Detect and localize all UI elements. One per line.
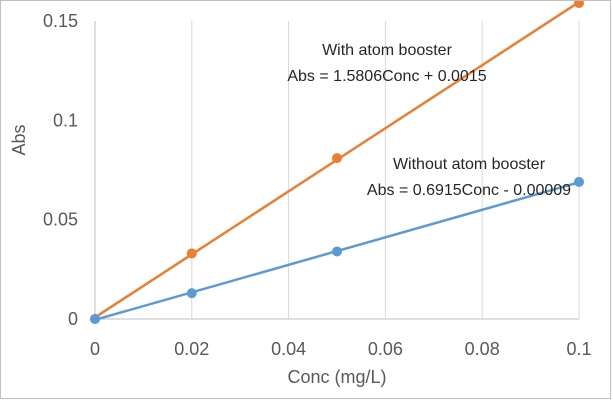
data-point [574, 1, 584, 9]
x-tick-label: 0.06 [368, 339, 403, 359]
axes [94, 21, 579, 320]
y-tick-label: 0.1 [53, 110, 78, 130]
series-1 [90, 176, 584, 324]
data-point [574, 176, 584, 187]
y-tick-label: 0.15 [43, 11, 78, 31]
series-group [90, 1, 584, 324]
y-tick-label: 0.05 [43, 210, 78, 230]
data-point [332, 153, 342, 164]
x-axis-title: Conc (mg/L) [287, 367, 386, 387]
data-point [332, 246, 342, 257]
y-axis-title: Abs [9, 124, 29, 155]
data-point [186, 288, 197, 299]
tick-labels: 0 0.02 0.04 0.06 0.08 0.1 0 0.05 0.1 0.15 [43, 11, 592, 359]
x-tick-label: 0.08 [465, 339, 500, 359]
x-tick-label: 0 [90, 339, 100, 359]
x-tick-label: 0.02 [174, 339, 209, 359]
equation-label: Abs = 0.6915Conc - 0.00009 [367, 182, 571, 199]
annotations: With atom booster Abs = 1.5806Conc + 0.00… [287, 42, 571, 199]
grid [191, 21, 580, 319]
y-tick-label: 0 [68, 309, 78, 329]
x-tick-label: 0.04 [271, 339, 306, 359]
x-tick-label: 0.1 [566, 339, 591, 359]
equation-label: Without atom booster [393, 156, 546, 173]
data-point [186, 248, 197, 259]
equation-label: With atom booster [322, 42, 453, 59]
data-point [90, 314, 100, 324]
equation-label: Abs = 1.5806Conc + 0.0015 [287, 68, 486, 85]
